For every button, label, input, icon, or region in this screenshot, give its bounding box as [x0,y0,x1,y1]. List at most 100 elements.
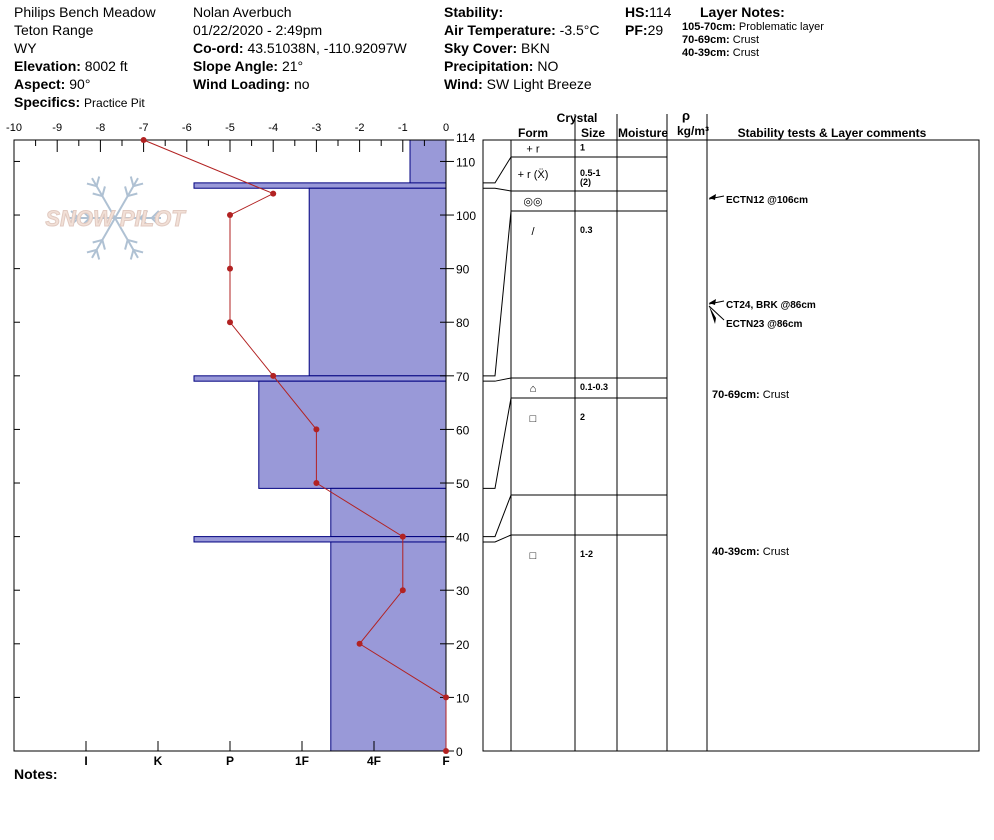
layer-form: □ [530,413,537,425]
flake-branch [133,248,144,254]
layer-connector [483,534,512,543]
hardness-layer [330,541,447,752]
temperature-point [399,533,406,540]
flake-branch [92,192,103,198]
moisture-header: Moisture [618,126,668,140]
state-name: WY [14,40,37,56]
temperature-point [270,190,277,197]
comment-arrowhead [709,299,716,305]
hardness-layer [330,487,447,538]
temperature-point [270,372,277,379]
flake-branch [151,217,160,226]
temp-tick-label: -4 [268,122,278,134]
layer-form: / [531,226,535,238]
layer-note: 70-69cm: Crust [682,34,760,46]
layer-form: ◎◎ [523,196,542,208]
air-temperature: Air Temperature: -3.5°C [444,22,600,38]
layer-size: 0.3 [580,225,593,235]
temperature-point [443,748,449,754]
aspect: Aspect: 90° [14,76,91,92]
depth-tick-label: 90 [456,263,470,277]
layer-form: ⌂ [530,383,537,395]
temp-tick-label: -5 [225,122,235,134]
svg-text:SNOW PILOT: SNOW PILOT [45,206,186,231]
temp-tick-label: -8 [96,122,106,134]
flake-branch [95,249,101,260]
layer-connector [483,377,512,382]
layer-size: 2 [580,412,585,422]
stability: Stability: [444,4,504,20]
layer-form: □ [530,550,537,562]
stability-comment: ECTN23 @86cm [726,319,803,330]
wind-loading: Wind Loading: no [193,76,310,92]
flake-arm [91,177,116,219]
hardness-layer [193,536,447,543]
temp-tick-label: -7 [139,122,149,134]
layer-size: 0.5-1 [580,168,601,178]
temperature-point [356,640,363,647]
header-middle: Nolan Averbuch 01/22/2020 - 2:49pm Co-or… [193,3,407,93]
notes-label: Notes: [14,766,58,782]
stability-comment: 70-69cm: Crust [712,389,789,401]
layer-notes-title: Layer Notes: [700,4,785,20]
layer-note: 40-39cm: Crust [682,47,760,59]
hardness-layer [258,380,447,489]
flake-arm [114,177,139,219]
snowpilot-logo: SNOW PILOT [45,176,187,260]
temperature-point [443,694,449,701]
sky-cover: Sky Cover: BKN [444,40,550,56]
header-left: Philips Bench Meadow Teton Range WY Elev… [14,3,156,112]
temp-tick-label: -6 [182,122,192,134]
crystal-header: Crystal [557,111,598,125]
temp-tick-label: -2 [355,122,365,134]
temperature-point [399,587,406,594]
datetime: 01/22/2020 - 2:49pm [193,22,323,38]
wind: Wind: SW Light Breeze [444,76,592,92]
depth-tick-label: 60 [456,423,470,437]
flake-branch [124,239,129,250]
layer-size: 1-2 [580,549,593,559]
hardness-layer [409,139,447,189]
temperature-point [140,137,147,143]
hardness-layer [193,375,447,382]
temp-tick-label: -1 [398,122,408,134]
range-name: Teton Range [14,22,94,38]
hardness-tick-label: F [442,754,449,768]
flake-branch [127,192,138,198]
layer-note: 105-70cm: Problematic layer [682,21,824,33]
flake-branch [86,248,97,254]
layer-size: (2) [580,177,591,187]
depth-tick-label: 110 [456,155,475,169]
header-weather: Stability: Air Temperature: -3.5°C Sky C… [444,3,600,93]
flake-branch [101,186,106,197]
flake-branch [101,239,106,250]
slope-angle: Slope Angle: 21° [193,58,304,74]
flake-branch [129,176,135,187]
depth-tick-label: 30 [456,584,470,598]
temperature-point [227,212,233,219]
flake-branch [129,249,135,260]
flake-branch [70,217,79,226]
depth-tick-label: 20 [456,638,470,652]
rho-header: ρ [682,108,690,123]
temp-tick-label: -9 [52,122,62,134]
flake-arm [91,217,116,259]
hardness-tick-label: 4F [367,754,381,768]
flake-branch [139,217,149,226]
depth-tick-label: 50 [456,477,470,491]
flake-branch [139,210,149,219]
hardness-layer [308,187,447,377]
flake-branch [70,210,79,219]
flake-branch [95,176,101,187]
comment-arrowhead [709,306,716,324]
hardness-tick-label: P [226,754,234,768]
layer-form: + r (Ẍ) [518,169,549,181]
specifics: Specifics: Practice Pit [14,94,145,110]
temperature-point [313,426,320,433]
precipitation: Precipitation: NO [444,58,559,74]
depth-tick-label: 40 [456,531,470,545]
comment-arrowhead [709,194,716,200]
layer-form: + r [526,144,539,156]
density-header: kg/m³ [677,124,709,138]
